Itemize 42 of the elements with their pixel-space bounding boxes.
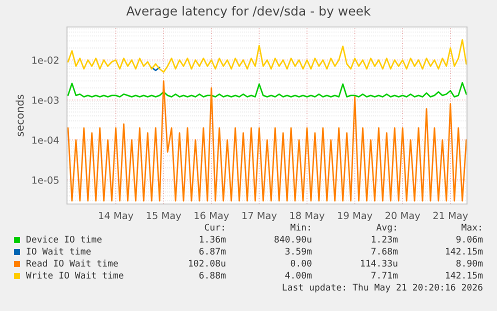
text: 1.36m (200, 236, 226, 243)
text: Avg: (376, 224, 396, 232)
x-tick-label: 15 May (146, 212, 182, 222)
text: 8.90m (456, 260, 483, 267)
text: 7.68m (371, 248, 398, 255)
text: Max: (462, 224, 481, 231)
text: 3.59m (285, 248, 312, 255)
x-tick-label: 18 May (290, 212, 324, 222)
x-tick-label: 17 May (242, 212, 277, 222)
text: Last update: Thu May 21 20:20:16 2026 (282, 284, 482, 292)
legend-label: IO Wait time (26, 248, 91, 255)
text: 4.00m (285, 272, 312, 279)
text: 1.23m (372, 236, 398, 243)
text: 7.71m (371, 272, 398, 279)
x-tick-label: 14 May (99, 212, 134, 222)
chart-title: Average latency for /dev/sda - by week (126, 6, 371, 18)
y-axis-title: seconds (16, 94, 24, 136)
x-tick-label: 16 May (194, 212, 229, 222)
text: 6.87m (199, 248, 226, 255)
text: 840.90u (274, 236, 312, 243)
line-series (67, 39, 467, 73)
text: 142.15m (446, 248, 483, 255)
y-tick-label: 1e-04 (32, 136, 59, 144)
legend-label: Write IO Wait time (26, 272, 124, 279)
text: 102.08u (189, 260, 226, 267)
y-tick-label: 1e-03 (32, 96, 59, 104)
legend-label: Read IO Wait time (26, 260, 118, 267)
x-tick-label: 21 May (433, 212, 468, 222)
y-tick-label: 1e-05 (32, 176, 59, 184)
text: 114.33u (361, 260, 398, 267)
text: Min: (290, 224, 310, 231)
x-tick-label: 20 May (386, 212, 420, 222)
text: Cur: (204, 224, 224, 231)
line-series (67, 80, 467, 202)
text: 0.00 (290, 260, 312, 267)
line-series (67, 82, 467, 98)
text: 142.15m (446, 272, 483, 279)
text: 9.06m (456, 236, 483, 243)
text: 6.88m (199, 272, 226, 279)
x-tick-label: 19 May (338, 212, 372, 222)
y-tick-label: 1e-02 (32, 56, 58, 64)
legend-label: Device IO time (26, 236, 102, 243)
